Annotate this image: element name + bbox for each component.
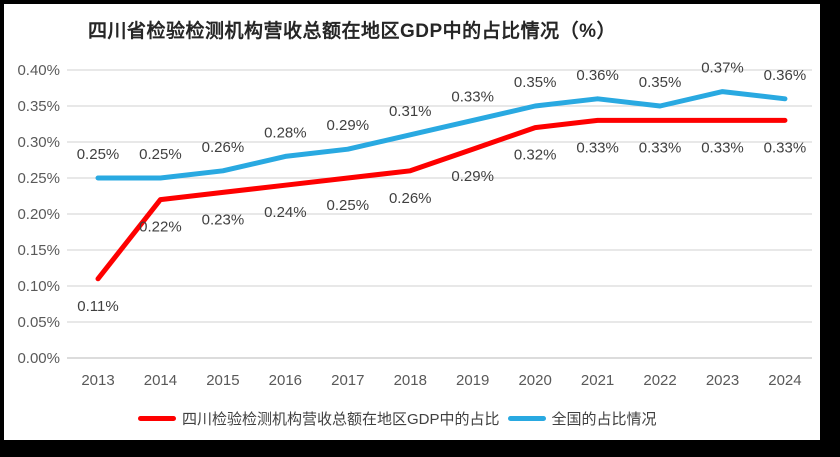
y-axis-tick-label: 0.20% (17, 206, 60, 223)
data-label-sichuan: 0.33% (639, 139, 682, 156)
x-axis-tick-label: 2024 (768, 372, 801, 389)
data-label-sichuan: 0.22% (139, 219, 182, 236)
data-label-national: 0.26% (202, 139, 245, 156)
x-axis-tick-label: 2020 (518, 372, 551, 389)
series-line-national (95, 89, 788, 181)
data-label-sichuan: 0.11% (77, 298, 118, 315)
x-axis-tick-label: 2019 (456, 372, 489, 389)
data-label-sichuan: 0.32% (514, 147, 557, 164)
data-label-sichuan: 0.33% (701, 139, 744, 156)
data-label-national: 0.25% (139, 146, 182, 163)
chart-canvas: 四川省检验检测机构营收总额在地区GDP中的占比情况（%） 0.00% 0.05% 0… (4, 4, 820, 440)
data-label-national: 0.35% (514, 74, 557, 91)
y-axis-tick-label: 0.30% (17, 134, 60, 151)
y-axis-tick-label: 0.10% (17, 278, 60, 295)
y-axis-tick-label: 0.15% (17, 242, 60, 259)
data-label-sichuan: 0.26% (389, 190, 432, 207)
data-label-national: 0.37% (701, 60, 744, 77)
data-label-sichuan: 0.29% (451, 168, 494, 185)
x-axis-tick-label: 2017 (331, 372, 364, 389)
legend-swatch-national (507, 416, 546, 421)
y-axis-tick-label: 0.40% (17, 62, 60, 79)
y-axis-tick-label: 0.35% (17, 98, 60, 115)
x-axis-tick-label: 2023 (706, 372, 739, 389)
x-axis-tick-label: 2014 (144, 372, 177, 389)
data-label-sichuan: 0.24% (264, 204, 307, 221)
legend: 四川检验检测机构营收总额在地区GDP中的占比 全国的占比情况 (138, 408, 657, 429)
data-label-national: 0.25% (77, 146, 120, 163)
plot-area: 0.00% 0.05% 0.10% 0.15% 0.20% 0.25% 0.30% 0.35%… (17, 60, 812, 389)
x-axis-tick-label: 2022 (643, 372, 676, 389)
data-label-national: 0.31% (389, 103, 432, 120)
data-label-national: 0.35% (639, 74, 682, 91)
legend-label-sichuan: 四川检验检测机构营收总额在地区GDP中的占比 (182, 411, 500, 428)
x-axis-tick-label: 2018 (394, 372, 427, 389)
series-line-sichuan (95, 117, 788, 282)
data-label-national: 0.36% (764, 67, 807, 84)
legend-swatch-sichuan (138, 416, 176, 421)
legend-label-national: 全国的占比情况 (551, 411, 657, 428)
x-axis-tick-label: 2016 (269, 372, 302, 389)
chart-title: 四川省检验检测机构营收总额在地区GDP中的占比情况（%） (88, 21, 617, 42)
data-label-national: 0.28% (264, 124, 307, 141)
legend-item-sichuan: 四川检验检测机构营收总额在地区GDP中的占比 (138, 408, 500, 429)
legend-item-national: 全国的占比情况 (507, 408, 657, 429)
data-label-sichuan: 0.25% (327, 197, 370, 214)
x-axis-tick-label: 2021 (581, 372, 614, 389)
data-label-national: 0.33% (451, 88, 494, 105)
y-axis-tick-label: 0.25% (17, 170, 60, 187)
data-label-sichuan: 0.33% (576, 139, 619, 156)
data-label-national: 0.36% (576, 67, 619, 84)
y-axis-tick-label: 0.05% (17, 314, 60, 331)
x-axis-tick-label: 2013 (81, 372, 114, 389)
data-label-sichuan: 0.33% (764, 139, 807, 156)
y-axis-tick-label: 0.00% (17, 350, 60, 367)
data-label-sichuan: 0.23% (202, 211, 245, 228)
data-label-national: 0.29% (327, 117, 370, 134)
x-axis-tick-label: 2015 (206, 372, 239, 389)
